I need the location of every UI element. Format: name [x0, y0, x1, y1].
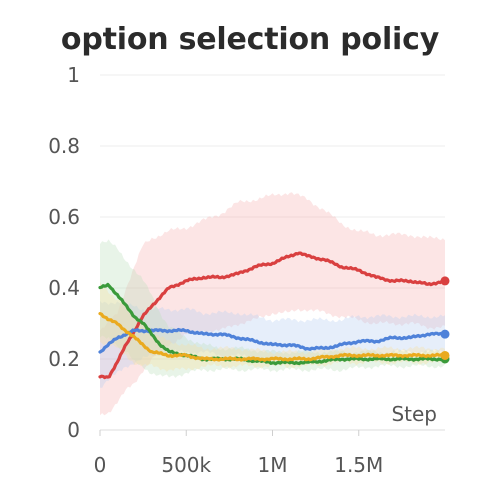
x-axis-label: Step: [391, 402, 437, 426]
series-lines: [98, 251, 447, 380]
x-tick-label: 1M: [258, 453, 288, 477]
series-band: [100, 239, 445, 378]
x-tick-label: 1.5M: [334, 453, 383, 477]
series-end-point: [440, 350, 450, 360]
series-line: [98, 327, 447, 354]
y-tick-label: 0.4: [48, 276, 80, 300]
y-tick-label: 1: [67, 63, 80, 87]
chart-title: option selection policy: [60, 22, 440, 57]
y-tick-label: 0.6: [48, 205, 80, 229]
y-tick-label: 0: [67, 418, 80, 442]
series-line: [98, 251, 447, 380]
series-end-points: [440, 276, 450, 364]
y-tick-label: 0.2: [48, 347, 80, 371]
series-line: [98, 282, 447, 366]
x-tick-label: 500k: [161, 453, 211, 477]
series-band: [100, 281, 445, 372]
series-end-point: [440, 329, 450, 339]
y-tick-label: 0.8: [48, 134, 80, 158]
series-line: [98, 312, 447, 362]
x-tick-label: 0: [94, 453, 107, 477]
series-band: [100, 192, 445, 416]
series-end-point: [440, 276, 450, 286]
axes: 0 0.2 0.4 0.6 0.8 1 0 500k 1M 1.5M: [48, 63, 445, 477]
